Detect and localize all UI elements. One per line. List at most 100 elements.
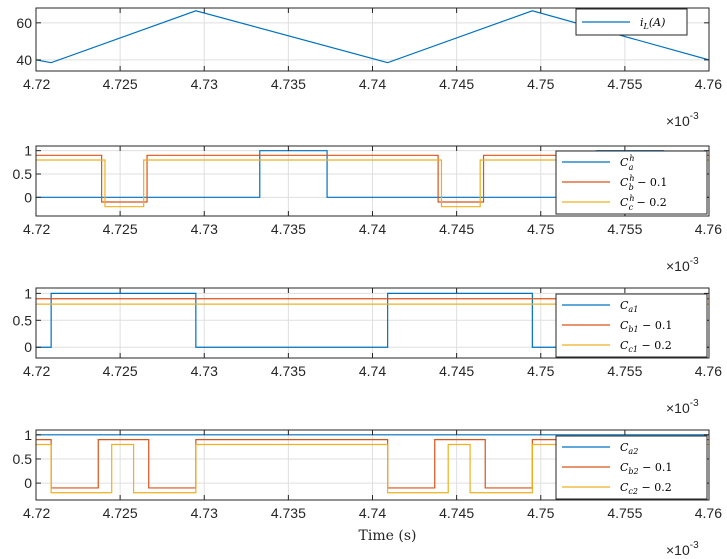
- legend-subscript: a1: [628, 305, 638, 314]
- x-exponent-label: ×10-3: [666, 256, 699, 274]
- y-tick-label: 0: [24, 475, 32, 491]
- legend-label: Ca2: [620, 441, 638, 456]
- legend-symbol: C: [620, 176, 629, 189]
- x-tick-label: 4.75: [527, 363, 554, 379]
- x-tick-label: 4.735: [271, 505, 306, 521]
- legend: Ch aCh b − 0.1Ch c − 0.2: [555, 150, 708, 215]
- legend-label: Ca1: [620, 299, 638, 314]
- x-tick-label: 4.735: [271, 363, 306, 379]
- x-exponent: -3: [690, 256, 699, 267]
- x-tick-label: 4.755: [607, 505, 642, 521]
- x-tick-label: 4.725: [103, 221, 138, 237]
- legend-symbol: C: [620, 299, 629, 312]
- x-tick-label: 4.725: [103, 363, 138, 379]
- y-tick-label: 40: [16, 52, 32, 68]
- y-tick-label: 0.5: [13, 312, 33, 328]
- x-exponent-label: ×10-3: [666, 111, 699, 129]
- legend: iL(A): [575, 8, 688, 36]
- x-tick-label: 4.755: [607, 221, 642, 237]
- legend-subscript: c1: [628, 345, 638, 354]
- legend-subscript: b2: [628, 467, 638, 476]
- x-tick-label: 4.73: [191, 505, 218, 521]
- x-tick-label: 4.76: [695, 221, 722, 237]
- legend-subscript: a: [629, 163, 634, 172]
- x-tick-label: 4.745: [439, 363, 474, 379]
- x-tick-label: 4.735: [271, 76, 306, 92]
- x-tick-label: 4.74: [359, 505, 386, 521]
- legend-suffix: − 0.1: [634, 176, 668, 189]
- legend-superscript: h: [629, 154, 634, 163]
- series-line-2: [36, 439, 709, 489]
- legend-subscript: a2: [628, 447, 638, 456]
- x-tick-label: 4.72: [23, 363, 50, 379]
- legend-subscript: c: [629, 203, 634, 212]
- y-tick-label: 60: [16, 15, 32, 31]
- x-tick-label: 4.745: [439, 76, 474, 92]
- x-exponent-label: ×10-3: [666, 398, 699, 416]
- x-exponent-label: ×10-3: [666, 540, 699, 558]
- x-tick-label: 4.73: [191, 76, 218, 92]
- x-tick-label: 4.73: [191, 363, 218, 379]
- x-tick-label: 4.74: [359, 76, 386, 92]
- legend-suffix: (A): [649, 16, 666, 29]
- x-tick-label: 4.75: [527, 505, 554, 521]
- legend-label: Cb1 − 0.1: [620, 319, 672, 334]
- x-multiplier: ×10: [666, 113, 690, 129]
- x-tick-label: 4.725: [103, 505, 138, 521]
- legend-suffix: − 0.1: [639, 319, 673, 332]
- y-tick-label: 1: [24, 427, 32, 443]
- legend-superscript: h: [629, 174, 634, 183]
- x-exponent: -3: [690, 398, 699, 409]
- legend-suffix: − 0.1: [639, 461, 673, 474]
- x-tick-label: 4.72: [23, 76, 50, 92]
- series-line-3: [36, 159, 709, 208]
- legend-suffix: − 0.2: [638, 339, 672, 352]
- legend-symbol: C: [620, 339, 629, 352]
- legend-label: Cc1 − 0.2: [620, 339, 672, 354]
- y-tick-label: 0.5: [13, 451, 33, 467]
- x-tick-label: 4.76: [695, 76, 722, 92]
- y-tick-label: 0: [24, 339, 32, 355]
- x-tick-label: 4.755: [607, 76, 642, 92]
- x-tick-label: 4.76: [695, 363, 722, 379]
- legend: Ca1 Cb1 − 0.1 Cc1 − 0.2: [555, 293, 708, 358]
- x-tick-label: 4.73: [191, 221, 218, 237]
- legend-symbol: i: [640, 16, 644, 29]
- x-tick-label: 4.72: [23, 505, 50, 521]
- subplot-4: 4.72 4.725 4.73 4.735 4.74 4.745 4.75 4.755 4.76…: [13, 427, 723, 558]
- x-tick-label: 4.745: [439, 505, 474, 521]
- x-tick-label: 4.75: [527, 221, 554, 237]
- y-tick-label: 0.5: [13, 166, 33, 182]
- y-tick-label: 1: [24, 285, 32, 301]
- legend-suffix: − 0.2: [633, 196, 667, 209]
- x-tick-label: 4.745: [439, 221, 474, 237]
- x-tick-label: 4.76: [695, 505, 722, 521]
- x-tick-label: 4.75: [527, 76, 554, 92]
- subplot-1: 4.72 4.725 4.73 4.735 4.74 4.745 4.75 4.755 4.76…: [16, 7, 722, 129]
- legend-symbol: C: [620, 441, 629, 454]
- legend-label: Ch c − 0.2: [620, 194, 667, 212]
- legend-symbol: C: [620, 196, 629, 209]
- series-line-1: [36, 10, 709, 64]
- series-line-1: [36, 292, 709, 348]
- x-multiplier: ×10: [666, 542, 690, 558]
- y-tick-label: 1: [24, 143, 32, 159]
- legend-superscript: h: [629, 194, 634, 203]
- x-tick-label: 4.725: [103, 76, 138, 92]
- legend-subscript: L: [643, 22, 649, 31]
- x-exponent: -3: [690, 111, 699, 122]
- legend-symbol: C: [620, 461, 629, 474]
- legend-label: Ch a: [620, 154, 635, 172]
- legend-subscript: b: [629, 183, 634, 192]
- x-tick-label: 4.755: [607, 363, 642, 379]
- subplot-2: 4.72 4.725 4.73 4.735 4.74 4.745 4.75 4.755 4.76…: [13, 143, 723, 274]
- legend-label: Cc2 − 0.2: [620, 481, 672, 496]
- series-line-2: [36, 154, 709, 203]
- series-line-3: [36, 443, 709, 494]
- x-tick-label: 4.72: [23, 221, 50, 237]
- x-tick-label: 4.74: [359, 363, 386, 379]
- legend-label: Cb2 − 0.1: [620, 461, 672, 476]
- legend-symbol: C: [620, 156, 629, 169]
